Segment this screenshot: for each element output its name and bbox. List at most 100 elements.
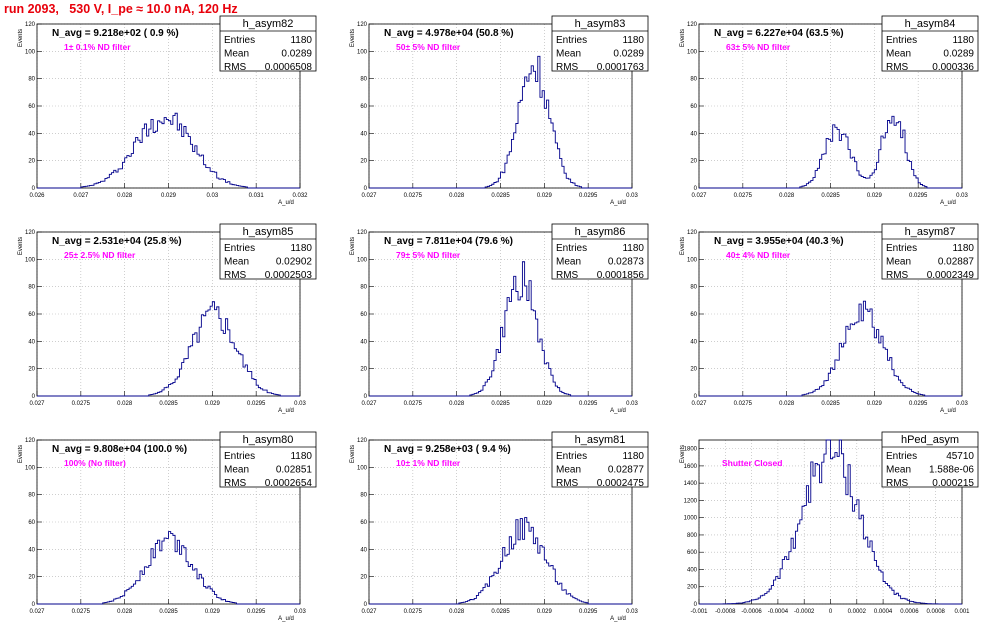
y-tick-label: 60 [28,312,35,318]
x-tick-label: 0.027 [361,401,377,407]
y-tick-label: 600 [687,550,698,556]
navg-label: N_avg = 7.811e+04 (79.6 %) [384,236,513,247]
stats-key: Mean [224,257,249,268]
stats-key: RMS [556,478,579,489]
y-tick-label: 1400 [684,481,698,487]
x-tick-label: 0.03 [206,193,218,199]
histogram-svg: 0.027 0.0275 0.028 0.0285 0.029 0.0295 0.03 0 20… [350,15,649,206]
y-tick-label: 0 [694,186,698,192]
filter-note: 63± 5% ND filter [726,42,791,52]
x-tick-label: 0.03 [956,193,968,199]
histogram-line [37,531,300,605]
filter-note: Shutter Closed [722,458,782,468]
x-tick-label: 0.028 [117,401,133,407]
stats-value: 0.02873 [608,257,645,268]
x-tick-label: 0.0275 [404,401,423,407]
x-tick-label: -0.0006 [741,609,762,615]
stats-value: 0.0001763 [597,62,645,73]
x-tick-label: 0.027 [361,609,377,615]
x-tick-label: 0.03 [294,401,306,407]
x-tick-label: 0.028 [449,401,465,407]
histogram-line [369,261,632,397]
x-tick-label: 0.0008 [927,609,946,615]
x-tick-label: 0.0295 [579,193,598,199]
x-tick-label: 0 [829,609,833,615]
stats-box [551,223,649,280]
x-axis-label: A_u/d [278,200,294,206]
y-tick-label: 0 [32,394,36,400]
x-tick-label: 0.0285 [821,401,840,407]
y-tick-label: 800 [687,533,698,539]
y-axis-label: Events [18,445,24,463]
stats-value: 1180 [290,451,312,462]
x-tick-label: -0.0008 [715,609,736,615]
y-tick-label: 80 [360,77,367,83]
y-tick-label: 40 [360,131,367,137]
stats-hist-name: h_asym84 [905,18,956,30]
x-tick-label: 0.0275 [404,609,423,615]
x-tick-label: 0.03 [626,401,638,407]
stats-value: 1180 [952,35,974,46]
stats-key: Mean [224,465,249,476]
y-tick-label: 40 [690,339,697,345]
y-tick-label: 0 [694,394,698,400]
stats-key: RMS [224,62,247,73]
y-tick-label: 100 [357,49,368,55]
y-tick-label: 20 [360,575,367,581]
filter-note: 40± 4% ND filter [726,250,791,260]
histogram-svg: 0.027 0.0275 0.028 0.0285 0.029 0.0295 0.03 0 20… [350,431,649,622]
stats-key: RMS [886,478,909,489]
x-tick-label: 0.0002 [848,609,867,615]
stats-key: Entries [886,243,917,254]
y-axis-label: Events [680,29,686,47]
y-tick-label: 100 [25,49,36,55]
x-tick-label: 0.029 [867,401,883,407]
stats-value: 0.0289 [281,49,312,60]
x-tick-label: 0.0295 [247,609,266,615]
histogram-panel: 0.027 0.0275 0.028 0.0285 0.029 0.0295 0.03 0 20… [662,223,979,418]
y-tick-label: 80 [28,77,35,83]
y-tick-label: 80 [28,493,35,499]
y-tick-label: 40 [28,547,35,553]
y-tick-label: 20 [690,367,697,373]
stats-hist-name: h_asym83 [575,18,626,30]
stats-value: 0.0289 [943,49,974,60]
histogram-svg: 0.027 0.0275 0.028 0.0285 0.029 0.0295 0.03 0 20… [18,223,317,414]
stats-value: 0.02902 [276,257,313,268]
filter-note: 50± 5% ND filter [396,42,461,52]
x-tick-label: 0.029 [537,609,553,615]
y-tick-label: 40 [360,339,367,345]
y-tick-label: 0 [32,186,36,192]
histogram-svg: -0.001 -0.0008 -0.0006 -0.0004 -0.0002 0 0.000… [680,431,979,615]
navg-label: N_avg = 3.955e+04 (40.3 %) [714,236,844,247]
histogram-panel: 0.026 0.027 0.028 0.029 0.03 0.031 0.032 0 20 40 6… [0,15,317,210]
y-tick-label: 20 [28,575,35,581]
x-tick-label: 0.029 [205,401,221,407]
x-tick-label: 0.027 [691,401,707,407]
x-axis-label: A_u/d [610,616,626,622]
stats-box [881,223,979,280]
x-axis-label: A_u/d [940,408,956,414]
histogram-svg: 0.027 0.0275 0.028 0.0285 0.029 0.0295 0.03 0 20… [18,431,317,622]
histogram-svg: 0.027 0.0275 0.028 0.0285 0.029 0.0295 0.03 0 20… [680,223,979,414]
stats-value: 0.0006508 [265,62,313,73]
x-tick-label: 0.029 [537,401,553,407]
x-tick-label: 0.028 [779,401,795,407]
x-tick-label: 0.0295 [247,401,266,407]
stats-key: Mean [224,49,249,60]
histogram-panel: 0.027 0.0275 0.028 0.0285 0.029 0.0295 0.03 0 20… [0,223,317,418]
x-tick-label: 0.0285 [821,193,840,199]
y-tick-label: 0 [32,602,36,608]
stats-box [219,431,317,488]
y-tick-label: 80 [360,493,367,499]
y-tick-label: 200 [687,585,698,591]
x-tick-label: 0.029 [161,193,177,199]
x-tick-label: 0.031 [249,193,265,199]
y-tick-label: 20 [360,367,367,373]
stats-box [881,15,979,72]
navg-label: N_avg = 9.808e+04 (100.0 %) [52,444,187,455]
x-tick-label: 0.0275 [734,401,753,407]
filter-note: 100% (No filter) [64,458,126,468]
run-title: run 2093, 530 V, I_pe ≈ 10.0 nA, 120 Hz [4,2,238,16]
x-tick-label: -0.001 [690,609,708,615]
